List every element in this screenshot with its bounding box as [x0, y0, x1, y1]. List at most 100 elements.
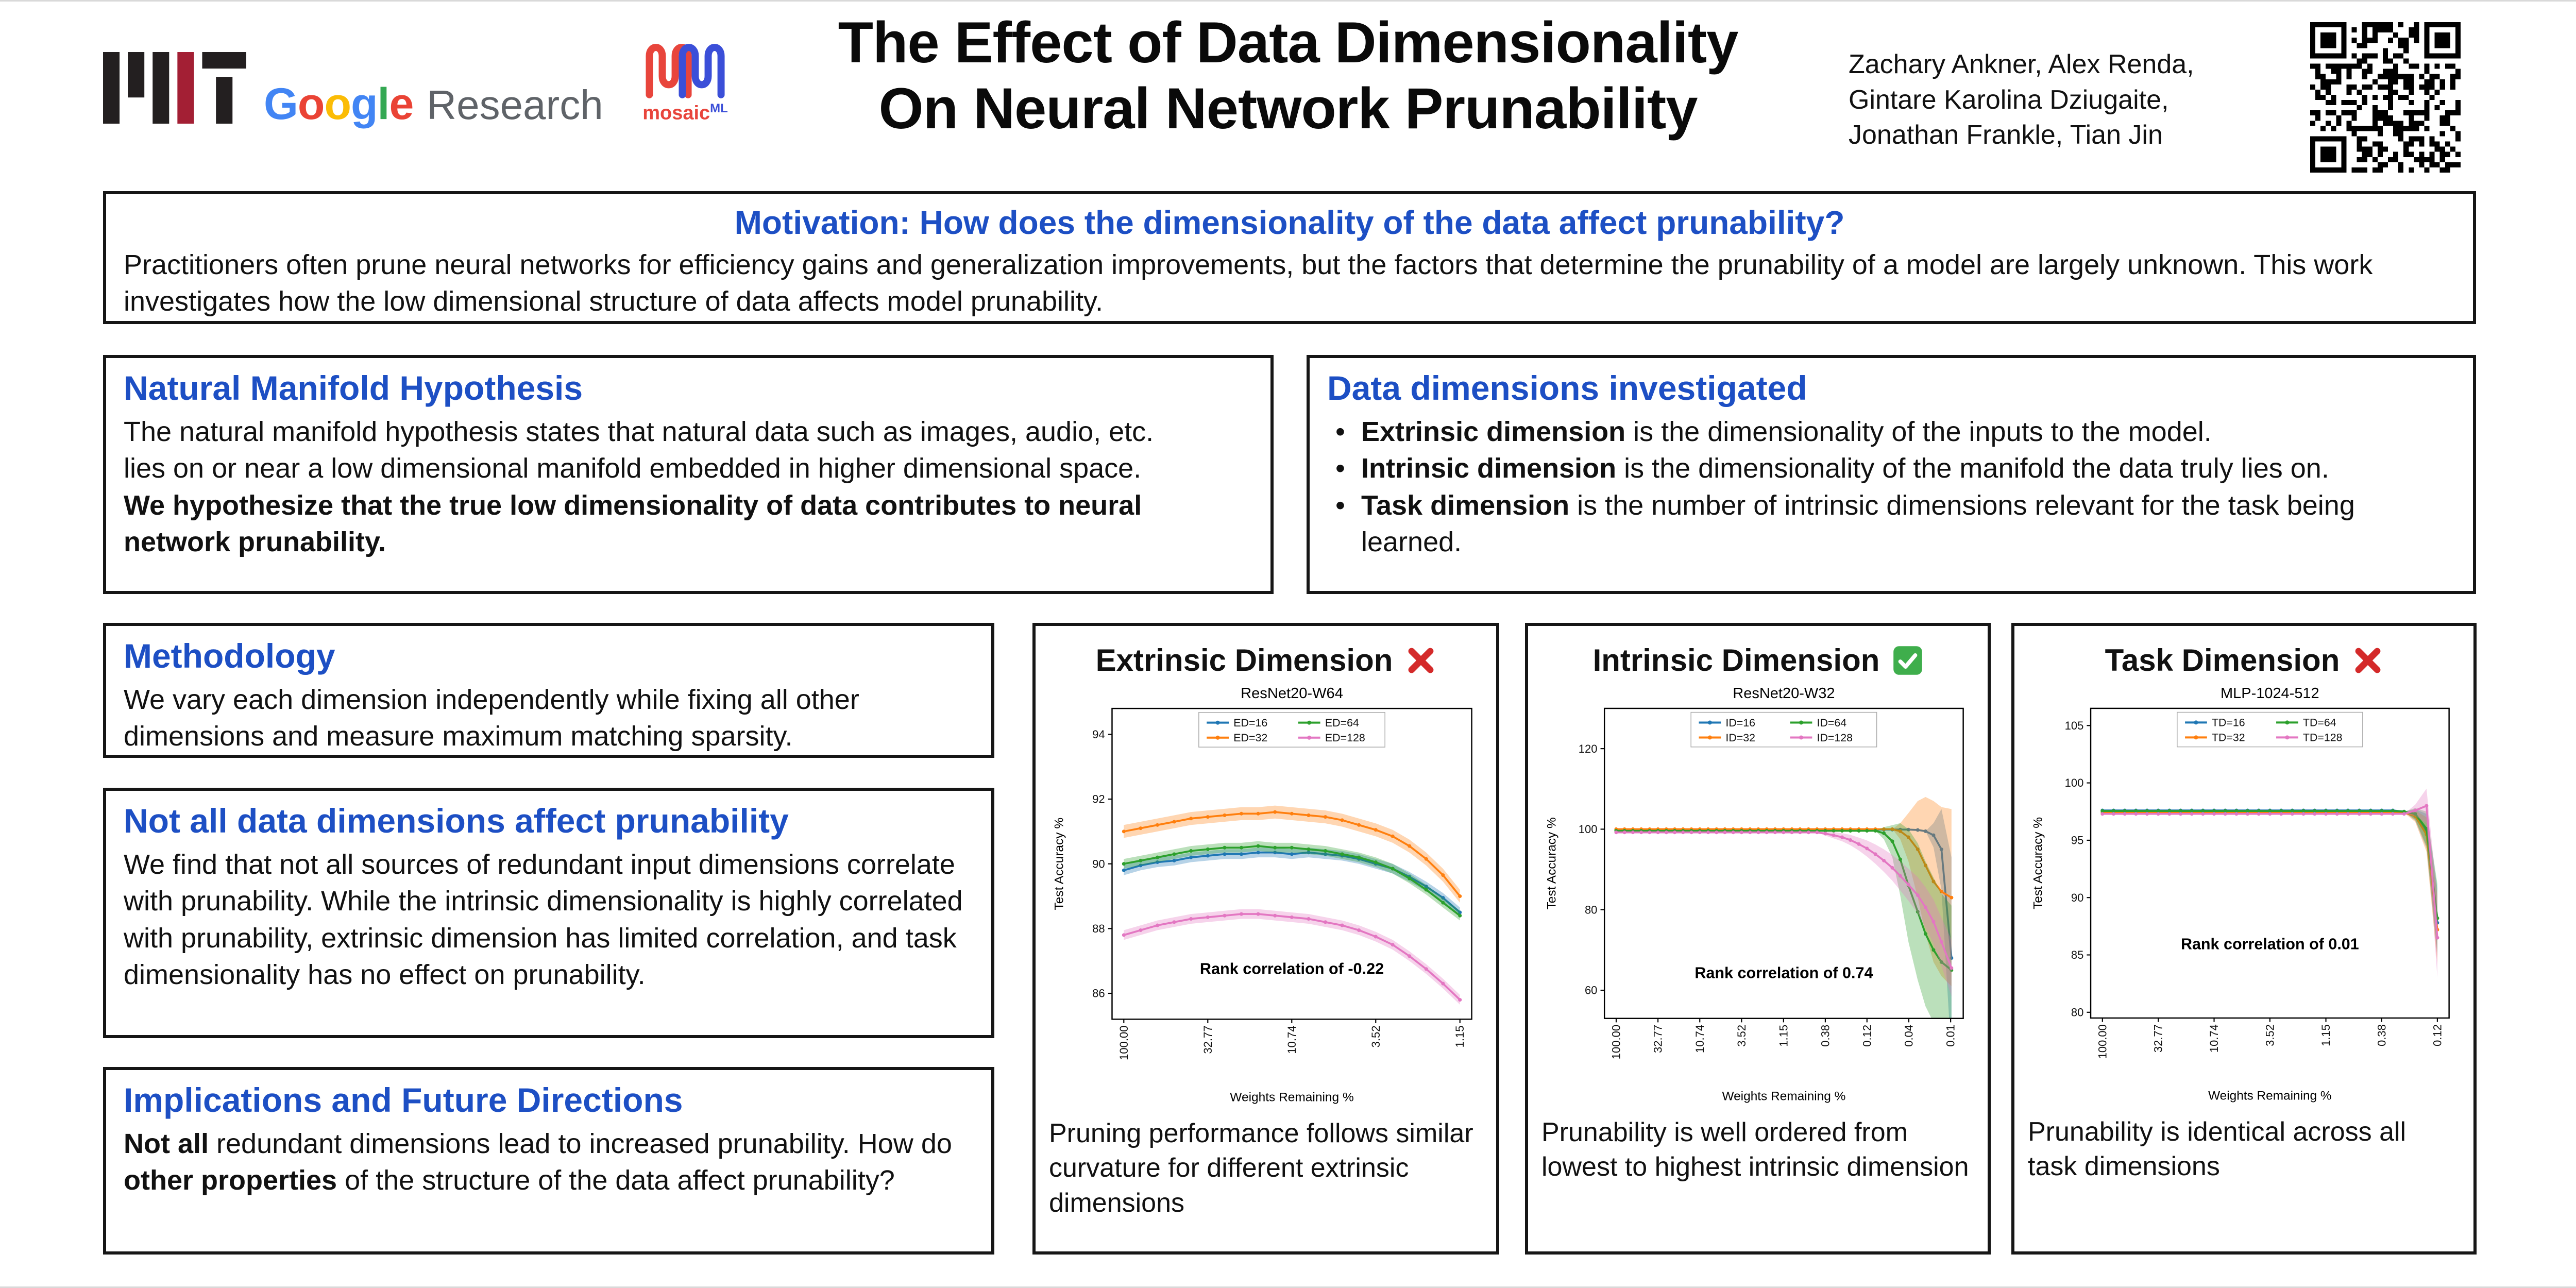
- svg-text:Weights Remaining %: Weights Remaining %: [2208, 1089, 2332, 1103]
- svg-text:Rank correlation of 0.01: Rank correlation of 0.01: [2181, 935, 2359, 953]
- svg-text:0.38: 0.38: [2375, 1024, 2388, 1046]
- google-research-label: Research: [427, 82, 603, 128]
- svg-text:TD=64: TD=64: [2303, 717, 2336, 729]
- methodology-body: We vary each dimension independently whi…: [124, 684, 859, 752]
- svg-text:90: 90: [2071, 891, 2083, 904]
- chart-panel-extrinsic-dimension: Extrinsic Dimension ResNet20-W64 86 88 90 92…: [1032, 623, 1499, 1255]
- google-letter: o: [324, 79, 351, 129]
- svg-text:94: 94: [1092, 728, 1105, 741]
- bullet-task: Task dimension is the number of intrinsi…: [1327, 487, 2455, 561]
- author-line: Zachary Ankner, Alex Renda,: [1849, 49, 2194, 79]
- svg-text:0.01: 0.01: [1944, 1025, 1957, 1047]
- svg-text:80: 80: [1585, 903, 1597, 916]
- svg-text:100: 100: [1579, 823, 1598, 836]
- svg-text:86: 86: [1092, 987, 1105, 1000]
- hypothesis-body: The natural manifold hypothesis states t…: [124, 416, 1154, 484]
- svg-text:Weights Remaining %: Weights Remaining %: [1230, 1091, 1353, 1105]
- dimensions-title: Data dimensions investigated: [1327, 369, 1807, 407]
- author-line: Jonathan Frankle, Tian Jin: [1849, 120, 2163, 150]
- svg-text:ResNet20-W32: ResNet20-W32: [1733, 685, 1835, 702]
- methodology-section: Methodology We vary each dimension indep…: [103, 623, 994, 758]
- svg-text:10.74: 10.74: [1285, 1026, 1298, 1054]
- svg-text:100.00: 100.00: [1117, 1026, 1130, 1060]
- bullet-extrinsic: Extrinsic dimension is the dimensionalit…: [1327, 414, 2455, 451]
- chart-caption: Prunability is well ordered from lowest …: [1541, 1117, 1969, 1182]
- svg-text:TD=128: TD=128: [2303, 732, 2343, 744]
- svg-text:100.00: 100.00: [2096, 1024, 2109, 1059]
- svg-text:0.38: 0.38: [1819, 1025, 1832, 1047]
- svg-text:3.52: 3.52: [2263, 1024, 2276, 1046]
- svg-text:ResNet20-W64: ResNet20-W64: [1241, 685, 1343, 702]
- svg-text:88: 88: [1092, 922, 1105, 935]
- check-icon: [1893, 646, 1923, 675]
- svg-text:ED=16: ED=16: [1233, 717, 1267, 729]
- svg-text:1.15: 1.15: [1777, 1025, 1790, 1047]
- author-line: Gintare Karolina Dziugaite,: [1849, 84, 2169, 115]
- poster-title-line2: On Neural Network Prunability: [878, 76, 1698, 141]
- google-letter: G: [264, 79, 298, 129]
- svg-text:32.77: 32.77: [2152, 1024, 2165, 1053]
- hypothesis-title: Natural Manifold Hypothesis: [124, 369, 583, 407]
- svg-text:TD=32: TD=32: [2212, 732, 2245, 744]
- svg-text:ID=64: ID=64: [1817, 717, 1847, 729]
- mosaicml-label: mosaicML: [642, 101, 728, 124]
- findings-title: Not all data dimensions affect prunabili…: [124, 802, 789, 840]
- google-letter: g: [351, 79, 378, 129]
- svg-text:ID=32: ID=32: [1725, 732, 1755, 744]
- svg-text:ID=128: ID=128: [1817, 732, 1853, 744]
- cross-icon: [2353, 646, 2383, 675]
- motivation-section: Motivation: How does the dimensionality …: [103, 191, 2476, 324]
- svg-text:TD=16: TD=16: [2212, 717, 2245, 729]
- svg-text:ED=128: ED=128: [1325, 732, 1365, 744]
- svg-text:ED=32: ED=32: [1233, 732, 1267, 744]
- qr-code: [2310, 22, 2461, 173]
- svg-text:90: 90: [1092, 857, 1105, 870]
- svg-text:80: 80: [2071, 1006, 2083, 1019]
- mit-logo: [103, 52, 246, 124]
- svg-text:32.77: 32.77: [1652, 1025, 1665, 1053]
- hypothesis-emphasis: We hypothesize that the true low dimensi…: [124, 489, 1142, 557]
- svg-text:3.52: 3.52: [1735, 1025, 1748, 1047]
- svg-text:ED=64: ED=64: [1325, 717, 1359, 729]
- google-letter: l: [377, 79, 390, 129]
- chart-caption: Pruning performance follows similar curv…: [1049, 1118, 1473, 1218]
- poster-title: The Effect of Data Dimensionality On Neu…: [721, 10, 1855, 141]
- motivation-body: Practitioners often prune neural network…: [124, 249, 2373, 317]
- svg-text:1.15: 1.15: [1453, 1026, 1466, 1048]
- chart-title: Intrinsic Dimension: [1592, 643, 1880, 677]
- svg-text:1.15: 1.15: [2319, 1024, 2332, 1046]
- mosaicml-logo: mosaicML: [635, 35, 736, 125]
- bullet-intrinsic: Intrinsic dimension is the dimensionalit…: [1327, 450, 2455, 487]
- svg-text:Weights Remaining %: Weights Remaining %: [1722, 1090, 1845, 1104]
- dimensions-section: Data dimensions investigated Extrinsic d…: [1307, 355, 2476, 594]
- chart-title: Task Dimension: [2105, 643, 2340, 677]
- svg-text:Test Accuracy %: Test Accuracy %: [2031, 817, 2045, 909]
- chart-header: Task Dimension: [2028, 642, 2460, 678]
- chart-header: Extrinsic Dimension: [1049, 642, 1483, 678]
- chart-panel-task-dimension: Task Dimension MLP-1024-512 80 85 90 95 100 10…: [2011, 623, 2477, 1255]
- chart-caption: Prunability is identical across all task…: [2028, 1116, 2406, 1182]
- poster-title-line1: The Effect of Data Dimensionality: [838, 10, 1739, 75]
- extrinsic-dimension-chart: ResNet20-W64 86 88 90 92 94 100.00 32.77 10.74 3.…: [1053, 685, 1472, 1105]
- svg-text:Rank correlation of -0.22: Rank correlation of -0.22: [1200, 960, 1384, 977]
- svg-text:0.12: 0.12: [1860, 1025, 1873, 1047]
- google-letter: e: [389, 79, 414, 129]
- task-dimension-chart: MLP-1024-512 80 85 90 95 100 105 100.00 32.77 10.…: [2031, 685, 2450, 1103]
- svg-text:ID=16: ID=16: [1725, 717, 1755, 729]
- svg-text:Test Accuracy %: Test Accuracy %: [1053, 818, 1066, 910]
- svg-text:Rank correlation of 0.74: Rank correlation of 0.74: [1694, 964, 1873, 982]
- implications-body: Not all redundant dimensions lead to inc…: [124, 1128, 952, 1196]
- google-letter: o: [297, 79, 325, 129]
- chart-panel-intrinsic-dimension: Intrinsic Dimension ResNet20-W32 60 80 100 1…: [1525, 623, 1991, 1255]
- chart-header: Intrinsic Dimension: [1541, 642, 1974, 678]
- findings-body: We find that not all sources of redundan…: [124, 849, 963, 990]
- methodology-title: Methodology: [124, 637, 335, 675]
- authors: Zachary Ankner, Alex Renda, Gintare Karo…: [1849, 47, 2194, 153]
- hypothesis-section: Natural Manifold Hypothesis The natural …: [103, 355, 1274, 594]
- svg-text:92: 92: [1092, 793, 1105, 806]
- svg-text:32.77: 32.77: [1201, 1026, 1214, 1054]
- implications-section: Implications and Future Directions Not a…: [103, 1067, 994, 1255]
- dimensions-list: Extrinsic dimension is the dimensionalit…: [1327, 414, 2455, 561]
